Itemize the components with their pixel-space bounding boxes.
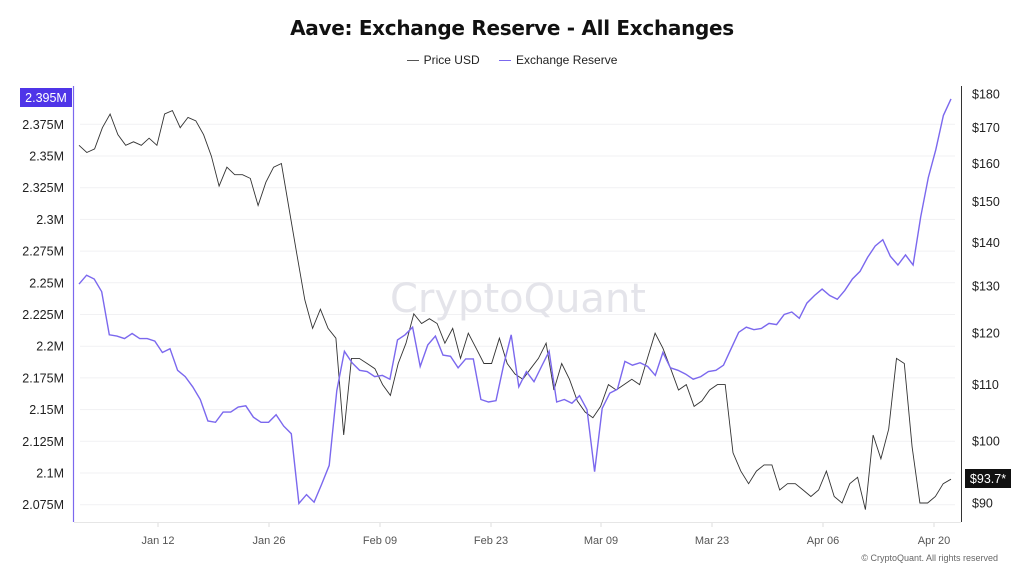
x-axis-tick-label: Apr 20: [918, 535, 950, 547]
right-axis-tick-label: $120: [972, 327, 1000, 341]
right-axis-tick-label: $180: [972, 88, 1000, 102]
legend-swatch-reserve: [498, 59, 511, 61]
right-axis-tick-label: $130: [972, 280, 1000, 294]
left-axis-tick-label: 2.225M: [22, 308, 64, 322]
left-axis-tick-label: 2.2M: [36, 340, 64, 354]
left-axis-tick-label: 2.25M: [29, 276, 64, 290]
left-current-value-badge: 2.395M: [20, 88, 72, 107]
right-axis-tick-label: $140: [972, 236, 1000, 250]
left-axis-tick-label: 2.075M: [22, 498, 64, 512]
left-axis-tick-label: 2.325M: [22, 181, 64, 195]
left-axis-tick-label: 2.3M: [36, 213, 64, 227]
left-current-value: 2.395M: [25, 91, 67, 105]
chart-legend: Price USD Exchange Reserve: [0, 50, 1024, 67]
legend-label-price: Price USD: [423, 53, 480, 68]
x-axis-tick-label: Mar 23: [695, 535, 729, 547]
right-axis-tick-label: $100: [972, 434, 1000, 448]
legend-item-exchange-reserve[interactable]: Exchange Reserve: [498, 53, 618, 68]
right-axis-tick-label: $160: [972, 157, 1000, 171]
x-axis-tick-label: Feb 09: [363, 535, 397, 547]
left-axis-tick-label: 2.375M: [22, 118, 64, 132]
chart-title: Aave: Exchange Reserve - All Exchanges: [290, 16, 734, 40]
right-axis-tick-label: $90: [972, 497, 993, 511]
right-axis-tick-label: $170: [972, 121, 1000, 135]
copyright-footer: © CryptoQuant. All rights reserved: [861, 553, 998, 563]
left-axis-tick-label: 2.15M: [29, 403, 64, 417]
x-axis-tick-label: Feb 23: [474, 535, 508, 547]
x-axis-tick-label: Mar 09: [584, 535, 618, 547]
right-axis-ticks: $180 $170 $160 $150 $140 $130 $120 $110 $100 $90: [972, 88, 1000, 511]
x-axis-tick-label: Jan 26: [252, 535, 285, 547]
left-axis-tick-label: 2.175M: [22, 371, 64, 385]
legend-item-price-usd[interactable]: Price USD: [406, 53, 480, 68]
legend-swatch-price: [406, 59, 419, 61]
price-usd-line: [78, 110, 952, 510]
left-axis-tick-label: 2.35M: [29, 150, 64, 164]
gridlines: [80, 123, 955, 506]
x-axis-tick-label: Jan 12: [141, 535, 174, 547]
right-current-value: $93.7*: [970, 472, 1006, 486]
x-axis-tick-label: Apr 06: [807, 535, 839, 547]
x-axis-ticks: Jan 12 Jan 26 Feb 09 Feb 23 Mar 09 Mar 23 Apr …: [141, 522, 950, 547]
left-axis-tick-label: 2.125M: [22, 435, 64, 449]
right-axis-tick-label: $150: [972, 195, 1000, 209]
right-current-value-badge: $93.7*: [965, 469, 1011, 488]
left-axis-tick-label: 2.275M: [22, 245, 64, 259]
left-axis-tick-label: 2.1M: [36, 467, 64, 481]
watermark: CryptoQuant: [390, 276, 646, 322]
legend-label-reserve: Exchange Reserve: [515, 53, 618, 68]
left-axis-ticks: 2.375M 2.35M 2.325M 2.3M 2.275M 2.25M 2.225M 2.…: [22, 118, 64, 512]
right-axis-tick-label: $110: [972, 378, 999, 392]
exchange-reserve-line: [78, 98, 952, 506]
